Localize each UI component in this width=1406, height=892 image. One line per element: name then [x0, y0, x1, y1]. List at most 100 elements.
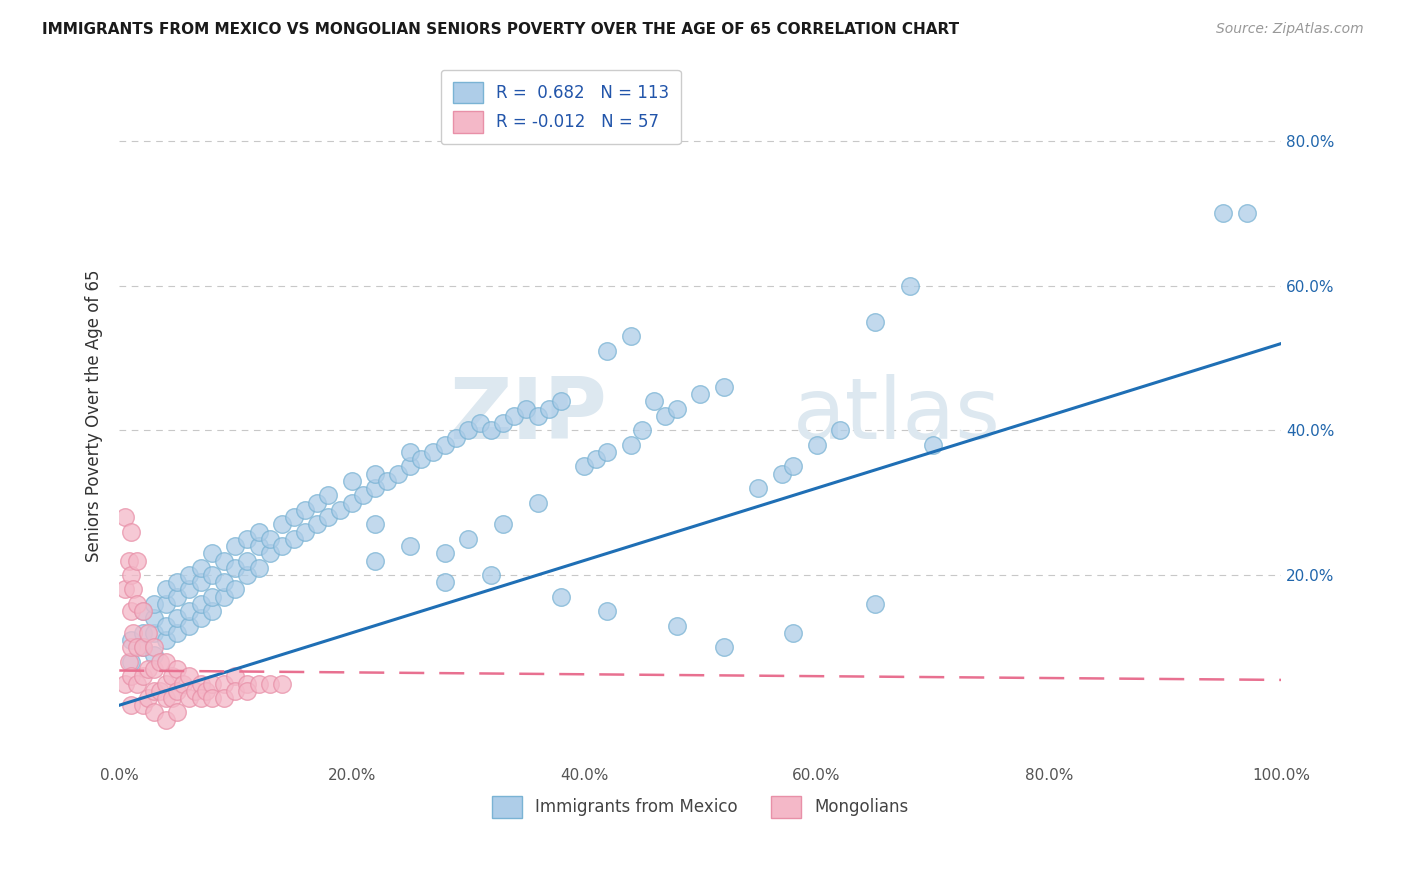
- Point: [195, 683, 218, 698]
- Point: [166, 662, 188, 676]
- Point: [666, 401, 689, 416]
- Point: [806, 438, 828, 452]
- Point: [666, 618, 689, 632]
- Point: [479, 423, 502, 437]
- Point: [166, 683, 188, 698]
- Point: [122, 626, 145, 640]
- Point: [125, 640, 148, 655]
- Point: [271, 539, 294, 553]
- Point: [620, 438, 643, 452]
- Point: [120, 655, 142, 669]
- Point: [329, 503, 352, 517]
- Point: [201, 691, 224, 706]
- Point: [131, 640, 153, 655]
- Point: [468, 416, 491, 430]
- Point: [236, 683, 259, 698]
- Point: [131, 669, 153, 683]
- Point: [136, 691, 159, 706]
- Point: [863, 597, 886, 611]
- Point: [550, 394, 572, 409]
- Point: [117, 655, 139, 669]
- Legend: Immigrants from Mexico, Mongolians: Immigrants from Mexico, Mongolians: [485, 789, 915, 824]
- Point: [398, 459, 420, 474]
- Point: [120, 568, 142, 582]
- Point: [177, 618, 200, 632]
- Point: [364, 467, 387, 481]
- Point: [515, 401, 537, 416]
- Point: [224, 561, 246, 575]
- Point: [305, 496, 328, 510]
- Point: [294, 524, 316, 539]
- Point: [236, 676, 259, 690]
- Point: [364, 481, 387, 495]
- Point: [120, 524, 142, 539]
- Point: [190, 561, 212, 575]
- Point: [572, 459, 595, 474]
- Point: [433, 575, 456, 590]
- Point: [398, 539, 420, 553]
- Point: [713, 640, 735, 655]
- Point: [770, 467, 793, 481]
- Point: [149, 655, 172, 669]
- Point: [131, 604, 153, 618]
- Point: [364, 553, 387, 567]
- Point: [212, 676, 235, 690]
- Point: [538, 401, 561, 416]
- Point: [177, 669, 200, 683]
- Point: [271, 676, 294, 690]
- Point: [259, 676, 281, 690]
- Point: [212, 575, 235, 590]
- Point: [236, 568, 259, 582]
- Point: [201, 568, 224, 582]
- Point: [184, 683, 207, 698]
- Point: [259, 532, 281, 546]
- Point: [259, 546, 281, 560]
- Point: [190, 676, 212, 690]
- Point: [190, 575, 212, 590]
- Point: [318, 488, 340, 502]
- Point: [177, 604, 200, 618]
- Point: [155, 676, 177, 690]
- Point: [143, 626, 166, 640]
- Point: [212, 691, 235, 706]
- Point: [177, 582, 200, 597]
- Point: [136, 626, 159, 640]
- Point: [492, 517, 515, 532]
- Point: [446, 431, 468, 445]
- Text: ZIP: ZIP: [450, 375, 607, 458]
- Point: [585, 452, 607, 467]
- Point: [143, 706, 166, 720]
- Point: [160, 669, 183, 683]
- Point: [155, 691, 177, 706]
- Point: [643, 394, 665, 409]
- Point: [247, 539, 270, 553]
- Text: atlas: atlas: [793, 375, 1001, 458]
- Point: [143, 662, 166, 676]
- Point: [596, 445, 619, 459]
- Point: [526, 496, 548, 510]
- Point: [125, 676, 148, 690]
- Point: [457, 532, 479, 546]
- Point: [352, 488, 374, 502]
- Point: [155, 618, 177, 632]
- Point: [492, 416, 515, 430]
- Point: [247, 561, 270, 575]
- Point: [631, 423, 654, 437]
- Point: [747, 481, 769, 495]
- Point: [236, 532, 259, 546]
- Point: [114, 582, 136, 597]
- Point: [120, 698, 142, 713]
- Point: [433, 546, 456, 560]
- Point: [212, 553, 235, 567]
- Point: [166, 575, 188, 590]
- Point: [1212, 206, 1234, 220]
- Point: [305, 517, 328, 532]
- Point: [120, 669, 142, 683]
- Point: [713, 380, 735, 394]
- Point: [283, 532, 305, 546]
- Point: [131, 698, 153, 713]
- Point: [294, 503, 316, 517]
- Point: [131, 604, 153, 618]
- Point: [457, 423, 479, 437]
- Point: [120, 633, 142, 648]
